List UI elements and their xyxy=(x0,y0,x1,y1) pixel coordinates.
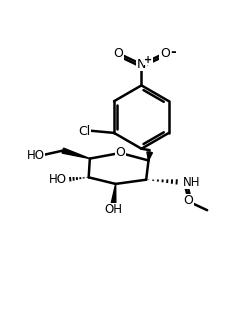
Text: HO: HO xyxy=(49,173,67,186)
Text: +: + xyxy=(144,55,152,65)
Text: O: O xyxy=(113,47,123,60)
Text: O: O xyxy=(160,47,170,60)
Text: O: O xyxy=(183,194,193,207)
Polygon shape xyxy=(147,152,152,160)
Text: HO: HO xyxy=(27,149,45,162)
Text: O: O xyxy=(115,146,125,159)
Text: -: - xyxy=(170,45,176,59)
Text: Cl: Cl xyxy=(78,125,90,138)
Polygon shape xyxy=(62,148,90,158)
Polygon shape xyxy=(111,184,116,206)
Text: OH: OH xyxy=(104,203,122,216)
Text: NH: NH xyxy=(183,176,201,189)
Text: N: N xyxy=(137,58,146,71)
